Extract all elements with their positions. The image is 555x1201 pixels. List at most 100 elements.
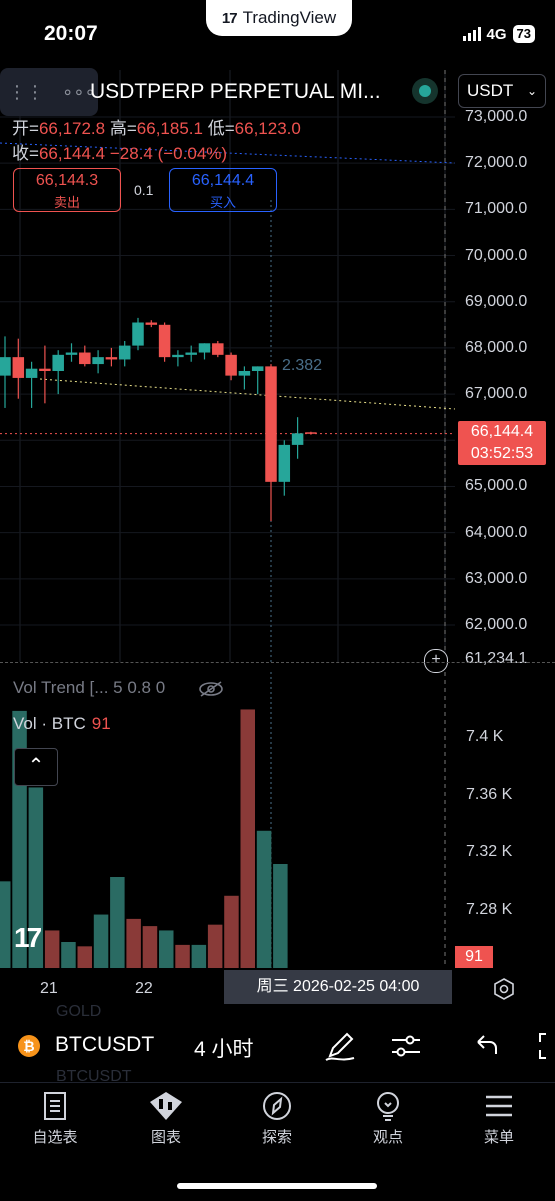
legend-handle[interactable]: ⋮⋮ ∘∘∘ xyxy=(0,68,98,116)
spread-value: 0.1 xyxy=(134,182,154,198)
volume-tick: 7.32 K xyxy=(466,843,513,861)
tradingview-logo-icon: 17 xyxy=(221,9,238,27)
price-chart[interactable] xyxy=(0,70,555,670)
volume-bar xyxy=(77,946,92,968)
volume-bar xyxy=(175,944,190,968)
crosshair-time-label: 周三 2026-02-25 04:00 xyxy=(224,970,452,1004)
open-label: 开= xyxy=(12,119,39,138)
menu-icon xyxy=(486,1095,512,1117)
undo-icon[interactable] xyxy=(468,1028,504,1064)
close-label: 收= xyxy=(12,144,39,163)
low-value: 66,123.0 xyxy=(234,119,301,138)
lightbulb-icon xyxy=(377,1092,399,1121)
volume-tick: 7.28 K xyxy=(466,901,513,919)
candle xyxy=(185,345,197,362)
open-value: 66,172.8 xyxy=(38,119,106,138)
price-tick: 70,000.0 xyxy=(465,246,528,264)
tab-label: 图表 xyxy=(150,1129,181,1146)
more-icon[interactable]: ∘∘∘ xyxy=(62,81,96,102)
tab-ideas[interactable]: 观点 xyxy=(338,1090,438,1147)
candle xyxy=(145,320,158,328)
app-brand: TradingView xyxy=(242,8,337,27)
volume-bar xyxy=(0,881,11,968)
candle xyxy=(65,343,78,362)
low-label: 低= xyxy=(207,119,235,138)
settings-icon[interactable] xyxy=(492,977,516,1001)
tab-label: 探索 xyxy=(261,1129,292,1146)
eye-off-icon[interactable] xyxy=(198,680,224,698)
axis-bottom-text: 61,234.1 xyxy=(465,650,528,667)
volume-label: Vol · BTC xyxy=(13,714,86,733)
market-open-icon xyxy=(412,78,438,104)
price-tick: 64,000.0 xyxy=(465,523,528,541)
signal-icon xyxy=(462,27,481,41)
volume-bar xyxy=(207,924,223,968)
pane-separator[interactable] xyxy=(0,662,555,663)
currency-value: USDT xyxy=(467,81,514,100)
add-plus-button[interactable]: + xyxy=(424,649,448,673)
volume-bar xyxy=(224,895,239,968)
volume-legend: Vol · BTC 91 xyxy=(13,714,111,734)
buy-label: 买入 xyxy=(209,195,236,210)
ohlc-row-2: 收=66,144.4 −28.4 (−0.04%) xyxy=(12,139,227,164)
home-indicator[interactable] xyxy=(177,1183,377,1189)
volume-bar xyxy=(191,944,207,968)
vol-trend-legend[interactable]: Vol Trend [... 5 0.8 0 xyxy=(13,678,224,698)
candle xyxy=(132,317,144,351)
volume-tick: 7.4 K xyxy=(466,727,504,745)
tab-menu[interactable]: 菜单 xyxy=(449,1090,549,1147)
volume-bar xyxy=(159,930,174,968)
candle xyxy=(12,338,25,399)
price-tick: 65,000.0 xyxy=(465,477,528,495)
chart-icon xyxy=(150,1092,182,1120)
tradingview-badge: 17 TradingView xyxy=(206,0,352,36)
tab-label: 自选表 xyxy=(32,1129,78,1146)
current-price: 66,144.4 xyxy=(470,423,534,440)
price-tick: 73,000.0 xyxy=(465,108,528,125)
close-value: 66,144.4 xyxy=(38,144,106,163)
timeframe-select[interactable]: 4 小时 xyxy=(194,1038,254,1061)
candle xyxy=(25,361,38,408)
symbol-name[interactable]: BTCUSDT xyxy=(55,1033,155,1056)
sell-price: 66,144.3 xyxy=(35,172,99,189)
candle xyxy=(118,340,131,367)
tab-explore[interactable]: 探索 xyxy=(227,1090,327,1147)
tab-chart[interactable]: 图表 xyxy=(116,1090,216,1147)
indicators-icon[interactable] xyxy=(388,1028,424,1064)
ghost-symbol-top: GOLD xyxy=(56,1003,102,1020)
volume-bar xyxy=(256,830,272,968)
candle xyxy=(52,350,64,395)
drag-handle-icon[interactable]: ⋮⋮ xyxy=(8,81,44,102)
volume-bar xyxy=(126,918,141,968)
volume-value: 91 xyxy=(91,714,111,733)
tradingview-watermark-icon: 17 xyxy=(14,922,42,953)
bottom-tab-bar xyxy=(0,1082,555,1201)
pen-icon[interactable] xyxy=(322,1028,358,1064)
time-tick: 22 xyxy=(135,980,153,997)
candle xyxy=(198,343,211,360)
candle xyxy=(0,336,11,408)
tab-watchlist[interactable]: 自选表 xyxy=(5,1090,105,1147)
high-value: 66,185.1 xyxy=(136,119,203,138)
collapse-button[interactable]: ⌃ xyxy=(14,748,58,786)
price-tick: 67,000.0 xyxy=(465,385,528,403)
price-tick: 69,000.0 xyxy=(465,292,528,310)
symbol-title[interactable]: USDTPERP PERPETUAL MI... xyxy=(90,80,381,103)
price-tick: 71,000.0 xyxy=(465,200,528,218)
battery-icon: 73 xyxy=(512,25,535,43)
chevron-up-icon: ⌃ xyxy=(27,755,45,777)
axis-bottom-value: 61,234.1 xyxy=(455,650,555,672)
buy-button[interactable]: 66,144.4 买入 xyxy=(169,168,277,212)
price-tick: 62,000.0 xyxy=(465,616,528,633)
sell-button[interactable]: 66,144.3 卖出 xyxy=(13,168,121,212)
currency-select[interactable]: USDT ⌄ xyxy=(458,74,546,108)
fullscreen-icon[interactable] xyxy=(530,1028,555,1064)
price-axis[interactable]: 73,000.0 72,000.0 71,000.0 70,000.0 69,000.0… xyxy=(455,70,555,670)
candle xyxy=(278,440,291,496)
ohlc-row-1: 开=66,172.8 高=66,185.1 低=66,123.0 xyxy=(12,114,301,139)
tab-label: 菜单 xyxy=(483,1129,514,1146)
candle xyxy=(39,345,51,404)
volume-value-tag: 91 xyxy=(455,946,493,968)
status-time: 20:07 xyxy=(44,22,98,45)
volume-bar xyxy=(240,709,255,968)
